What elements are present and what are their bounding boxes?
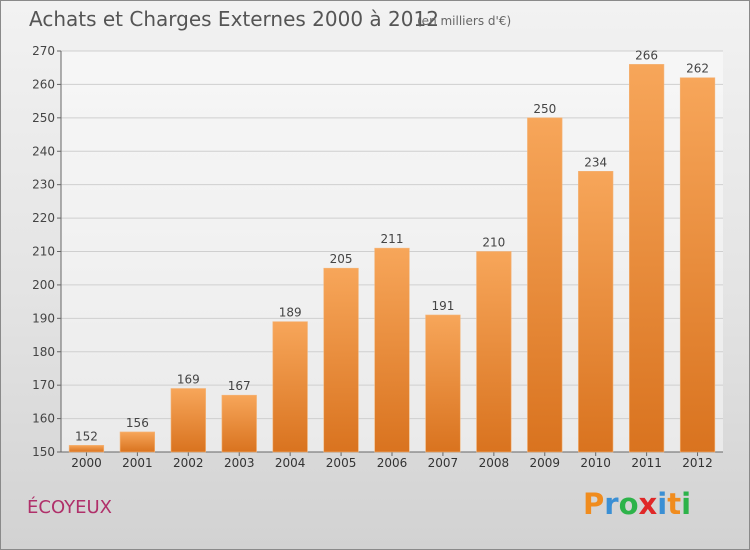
bar bbox=[323, 267, 359, 453]
bar bbox=[476, 251, 512, 453]
value-label: 167 bbox=[228, 379, 251, 393]
bar bbox=[272, 321, 308, 453]
x-tick-label: 2012 bbox=[682, 456, 713, 470]
value-label: 210 bbox=[482, 236, 505, 250]
value-label: 211 bbox=[381, 232, 404, 246]
value-label: 234 bbox=[584, 155, 607, 169]
bar bbox=[374, 247, 410, 453]
value-label: 262 bbox=[686, 62, 709, 76]
value-label: 250 bbox=[533, 102, 556, 116]
logo-letter: r bbox=[604, 487, 619, 521]
y-tick-label: 180 bbox=[32, 345, 55, 359]
logo-letter: i bbox=[681, 487, 692, 521]
x-tick-label: 2002 bbox=[173, 456, 204, 470]
bar bbox=[629, 64, 665, 453]
bar bbox=[425, 314, 461, 453]
x-tick-label: 2008 bbox=[479, 456, 510, 470]
x-tick-label: 2004 bbox=[275, 456, 306, 470]
x-tick-label: 2009 bbox=[529, 456, 560, 470]
logo-letter: t bbox=[667, 487, 682, 521]
y-tick-label: 190 bbox=[32, 311, 55, 325]
chart-title: Achats et Charges Externes 2000 à 2012 bbox=[29, 7, 439, 31]
y-tick-label: 170 bbox=[32, 378, 55, 392]
value-label: 191 bbox=[431, 299, 454, 313]
value-label: 189 bbox=[279, 306, 302, 320]
y-tick-label: 250 bbox=[32, 111, 55, 125]
chart-subtitle: (en milliers d'€) bbox=[417, 14, 512, 28]
x-tick-label: 2010 bbox=[580, 456, 611, 470]
logo-letter: i bbox=[657, 487, 668, 521]
bar bbox=[527, 117, 563, 453]
bars bbox=[68, 64, 716, 453]
bar bbox=[170, 388, 206, 453]
bar bbox=[221, 394, 257, 453]
logo-letter: P bbox=[583, 487, 605, 521]
bar bbox=[578, 171, 614, 453]
y-tick-label: 200 bbox=[32, 278, 55, 292]
bar bbox=[68, 445, 105, 453]
x-tick-label: 2000 bbox=[71, 456, 102, 470]
y-tick-label: 220 bbox=[32, 211, 55, 225]
y-tick-label: 260 bbox=[32, 77, 55, 91]
bar bbox=[119, 431, 155, 453]
x-tick-label: 2005 bbox=[326, 456, 357, 470]
y-tick-label: 270 bbox=[32, 44, 55, 58]
value-label: 266 bbox=[635, 48, 658, 62]
value-label: 205 bbox=[330, 252, 353, 266]
value-label: 152 bbox=[75, 429, 98, 443]
commune-name: ÉCOYEUX bbox=[27, 497, 112, 518]
y-tick-label: 160 bbox=[32, 412, 55, 426]
x-tick-label: 2001 bbox=[122, 456, 153, 470]
value-label: 169 bbox=[177, 373, 200, 387]
x-tick-label: 2003 bbox=[224, 456, 255, 470]
x-tick-label: 2006 bbox=[377, 456, 408, 470]
proxiti-logo: Proxiti bbox=[583, 487, 691, 521]
y-tick-label: 240 bbox=[32, 144, 55, 158]
y-tick-label: 230 bbox=[32, 178, 55, 192]
labels: 150 160 170 180 190 200 210 220 230 240 250 260 270 1… bbox=[32, 44, 713, 470]
logo-letter: o bbox=[618, 487, 639, 521]
y-tick-label: 210 bbox=[32, 245, 55, 259]
x-tick-label: 2011 bbox=[631, 456, 662, 470]
value-label: 156 bbox=[126, 416, 149, 430]
logo-letter: x bbox=[638, 487, 658, 521]
x-tick-label: 2007 bbox=[428, 456, 459, 470]
y-tick-label: 150 bbox=[32, 445, 55, 459]
bar bbox=[679, 77, 716, 453]
